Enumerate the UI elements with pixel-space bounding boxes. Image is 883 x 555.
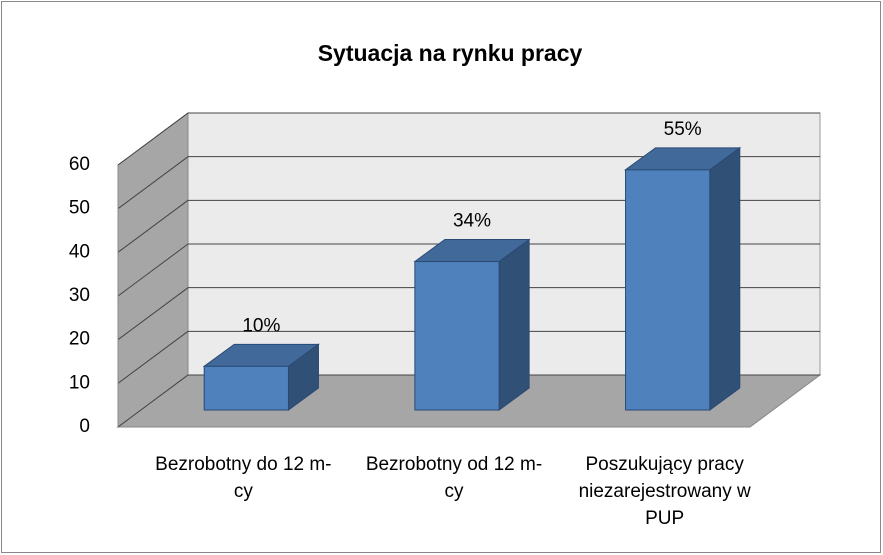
data-label: 55% (664, 119, 702, 140)
chart-title: Sytuacja na rynku pracy (318, 40, 583, 66)
x-tick-label: Bezrobotny do 12 m-cy (155, 454, 332, 502)
bar (625, 169, 711, 411)
y-tick-label: 60 (69, 154, 90, 175)
data-label: 34% (453, 211, 491, 232)
y-tick-label: 50 (69, 198, 90, 219)
x-tick-label: Bezrobotny od 12 m-cy (365, 454, 543, 502)
data-label: 10% (242, 315, 280, 336)
y-tick-label: 30 (69, 285, 90, 306)
bar (414, 261, 500, 411)
grid-line-side (117, 330, 189, 384)
y-tick-label: 10 (69, 372, 90, 393)
x-tick-label: Poszukujący pracy niezarejestrowany w PU… (578, 454, 751, 529)
bar (203, 365, 289, 411)
grid-line-side (117, 199, 189, 253)
y-tick-label: 0 (79, 416, 90, 437)
bar-side (498, 238, 530, 411)
y-tick-label: 40 (69, 241, 90, 262)
grid-line-side (117, 156, 189, 210)
bar-side (709, 146, 741, 411)
grid-line-side (117, 374, 189, 428)
y-tick-label: 20 (69, 329, 90, 350)
grid-line-side (117, 243, 189, 297)
grid-line-side (117, 287, 189, 341)
grid-line-side (117, 112, 189, 166)
